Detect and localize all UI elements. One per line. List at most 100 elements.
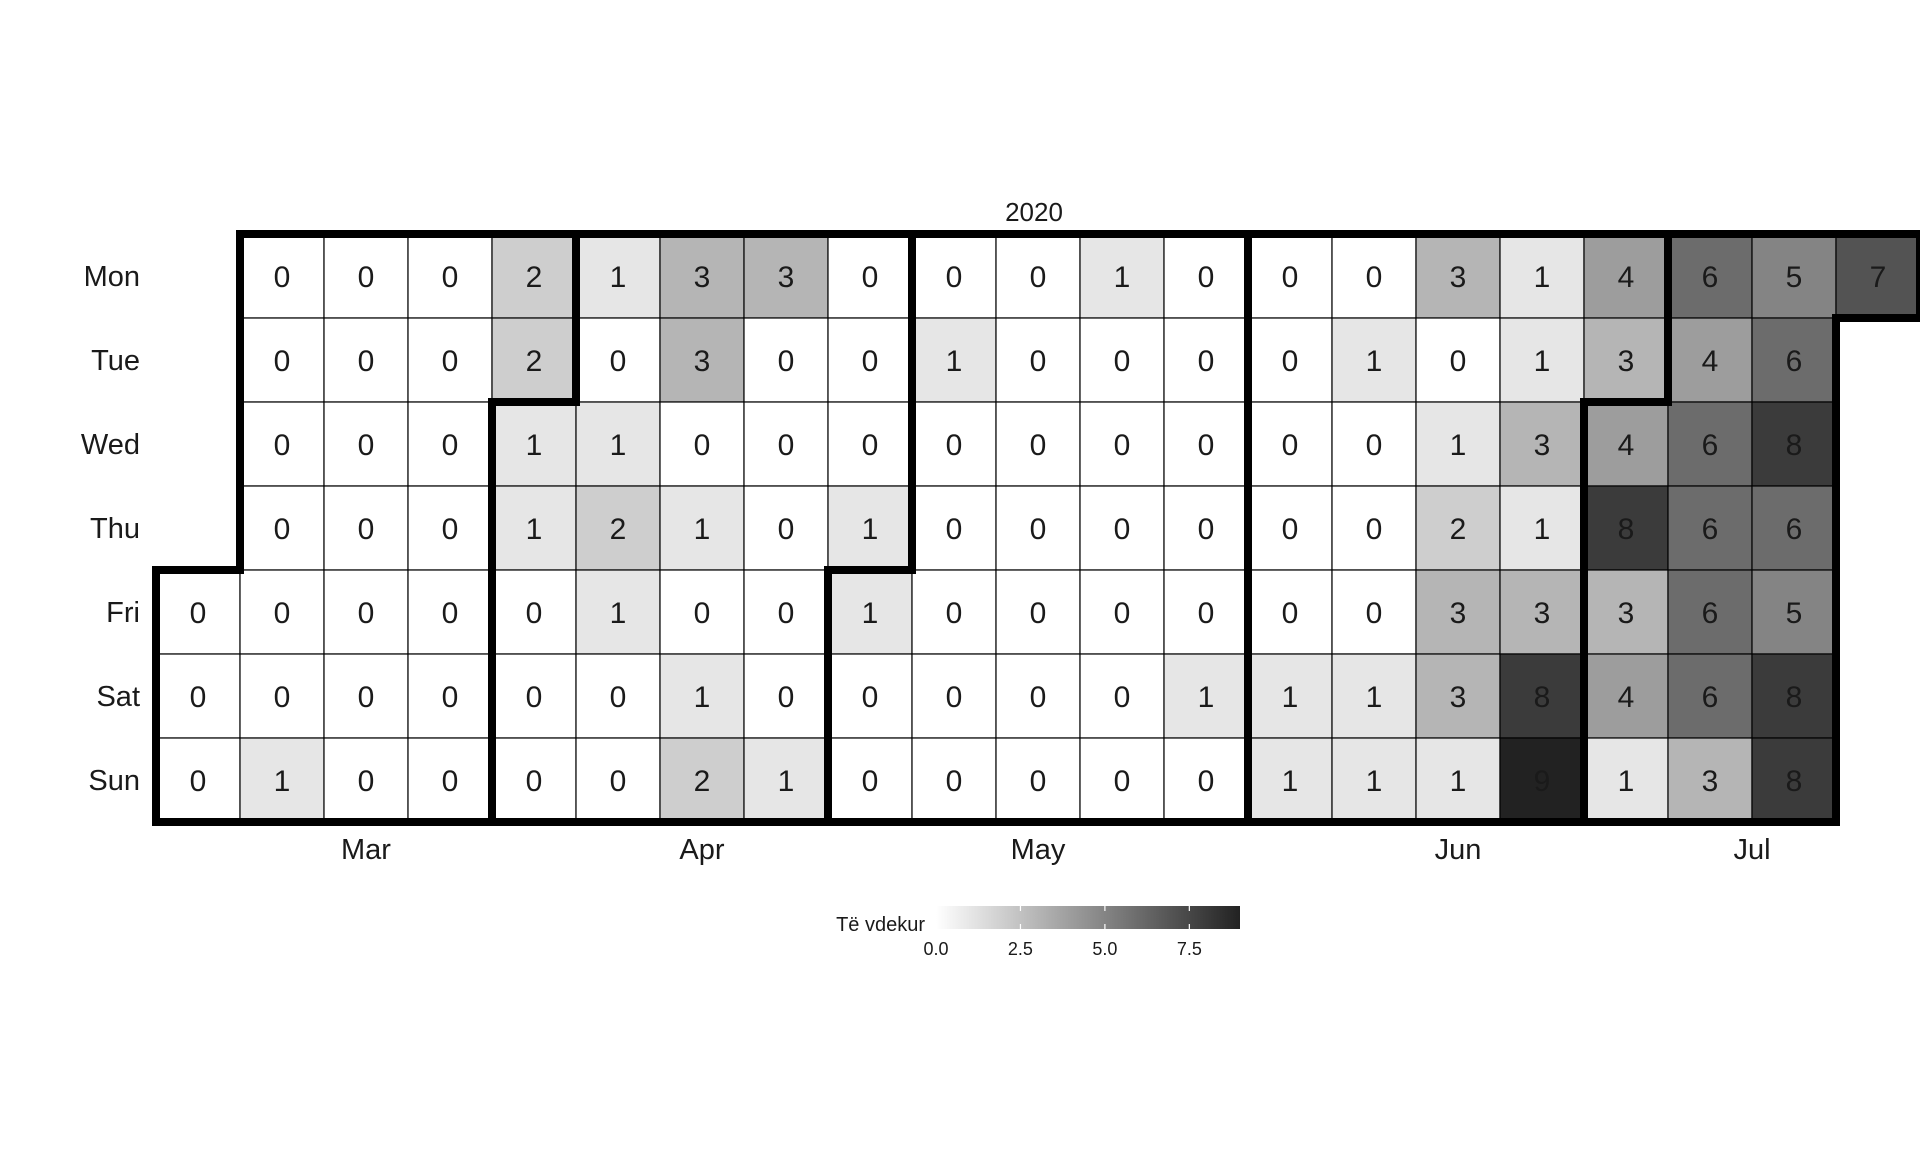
cell-value-label: 6 xyxy=(1702,429,1719,462)
cell-value-label: 0 xyxy=(1114,345,1131,378)
heatmap-cells: 0 0 0 0 0 0 0 0 0 1 0 0 0 0 0 0 0 0 0 0 0 0 0 0 2 2 1 1 0 0 0 1 0 1 2 1 0 0 3 3… xyxy=(155,233,1920,823)
cell-value-label: 0 xyxy=(1282,597,1299,630)
cell-value-label: 1 xyxy=(1366,345,1383,378)
cell-value-label: 6 xyxy=(1702,261,1719,294)
cell-value-label: 0 xyxy=(1198,261,1215,294)
heatmap-cell xyxy=(407,233,493,319)
heatmap-cell xyxy=(323,485,409,571)
cell-value-label: 6 xyxy=(1702,681,1719,714)
cell-value-label: 2 xyxy=(1450,513,1467,546)
cell-value-label: 1 xyxy=(610,261,627,294)
heatmap-cell xyxy=(827,485,913,571)
cell-value-label: 0 xyxy=(694,429,711,462)
heatmap-cell xyxy=(1751,401,1837,487)
heatmap-cell xyxy=(1079,485,1165,571)
cell-value-label: 0 xyxy=(274,681,291,714)
cell-value-label: 1 xyxy=(1198,681,1215,714)
cell-value-label: 1 xyxy=(1282,681,1299,714)
cell-value-label: 1 xyxy=(946,345,963,378)
heatmap-cell xyxy=(827,737,913,823)
heatmap-cell xyxy=(1247,317,1333,403)
heatmap-cell xyxy=(575,653,661,739)
heatmap-cell xyxy=(1667,653,1753,739)
cell-value-label: 6 xyxy=(1786,345,1803,378)
cell-value-label: 0 xyxy=(862,681,879,714)
heatmap-cell xyxy=(1247,737,1333,823)
heatmap-cell xyxy=(1247,485,1333,571)
cell-value-label: 0 xyxy=(1030,261,1047,294)
cell-value-label: 3 xyxy=(694,261,711,294)
heatmap-cell xyxy=(1331,401,1417,487)
cell-value-label: 8 xyxy=(1786,681,1803,714)
heatmap-cell xyxy=(407,485,493,571)
cell-value-label: 1 xyxy=(526,429,543,462)
heatmap-cell xyxy=(491,233,577,319)
legend-ticks: 0.0 2.5 5.0 7.5 xyxy=(923,906,1202,959)
cell-value-label: 0 xyxy=(1114,429,1131,462)
cell-value-label: 0 xyxy=(862,429,879,462)
heatmap-cell xyxy=(1499,317,1585,403)
cell-value-label: 0 xyxy=(358,681,375,714)
cell-value-label: 2 xyxy=(526,345,543,378)
cell-value-label: 0 xyxy=(274,513,291,546)
cell-value-label: 1 xyxy=(1534,513,1551,546)
heatmap-cell xyxy=(659,569,745,655)
cell-value-label: 0 xyxy=(862,261,879,294)
heatmap-cell xyxy=(1163,401,1249,487)
heatmap-cell xyxy=(239,737,325,823)
cell-value-label: 0 xyxy=(1030,345,1047,378)
cell-value-label: 3 xyxy=(1450,261,1467,294)
heatmap-cell xyxy=(1751,569,1837,655)
month-borders xyxy=(152,230,1920,826)
cell-value-label: 2 xyxy=(526,261,543,294)
heatmap-cell xyxy=(1415,485,1501,571)
cell-value-label: 0 xyxy=(274,597,291,630)
cell-value-label: 5 xyxy=(1786,261,1803,294)
cell-value-label: 0 xyxy=(274,261,291,294)
cell-value-label: 0 xyxy=(1030,513,1047,546)
cell-value-label: 0 xyxy=(358,765,375,798)
cell-value-label: 0 xyxy=(274,429,291,462)
heatmap-cell xyxy=(1751,317,1837,403)
cell-value-label: 0 xyxy=(442,597,459,630)
heatmap-cell xyxy=(1331,653,1417,739)
heatmap-cell xyxy=(1583,569,1669,655)
cell-value-label: 4 xyxy=(1618,681,1635,714)
month-label: Jun xyxy=(1435,834,1482,866)
cell-value-label: 1 xyxy=(610,597,627,630)
heatmap-cell xyxy=(1331,317,1417,403)
heatmap-cell xyxy=(995,401,1081,487)
heatmap-cell xyxy=(1415,653,1501,739)
weekday-label: Wed xyxy=(81,429,140,461)
cell-value-label: 0 xyxy=(946,429,963,462)
heatmap-cell xyxy=(323,653,409,739)
heatmap-cell xyxy=(1667,317,1753,403)
cell-value-label: 0 xyxy=(190,597,207,630)
cell-value-label: 3 xyxy=(1618,597,1635,630)
cell-value-label: 0 xyxy=(442,261,459,294)
cell-value-label: 0 xyxy=(442,765,459,798)
weekday-label: Thu xyxy=(90,513,140,545)
cell-value-label: 1 xyxy=(526,513,543,546)
cell-value-label: 3 xyxy=(1534,429,1551,462)
heatmap-cell xyxy=(827,233,913,319)
cell-value-label: 1 xyxy=(1366,765,1383,798)
cell-value-label: 0 xyxy=(1030,765,1047,798)
cell-value-label: 0 xyxy=(778,345,795,378)
heatmap-cell xyxy=(1751,653,1837,739)
cell-value-label: 9 xyxy=(1534,765,1551,798)
cell-value-label: 0 xyxy=(526,681,543,714)
cell-value-label: 2 xyxy=(610,513,627,546)
cell-value-label: 1 xyxy=(1618,765,1635,798)
heatmap-cell xyxy=(407,317,493,403)
heatmap-cell xyxy=(491,401,577,487)
cell-value-label: 0 xyxy=(1282,261,1299,294)
cell-value-label: 0 xyxy=(1366,597,1383,630)
cell-value-label: 0 xyxy=(946,261,963,294)
cell-value-label: 0 xyxy=(190,681,207,714)
cell-value-label: 0 xyxy=(862,765,879,798)
heatmap-cell xyxy=(827,401,913,487)
heatmap-cell xyxy=(407,569,493,655)
heatmap-cell xyxy=(659,485,745,571)
